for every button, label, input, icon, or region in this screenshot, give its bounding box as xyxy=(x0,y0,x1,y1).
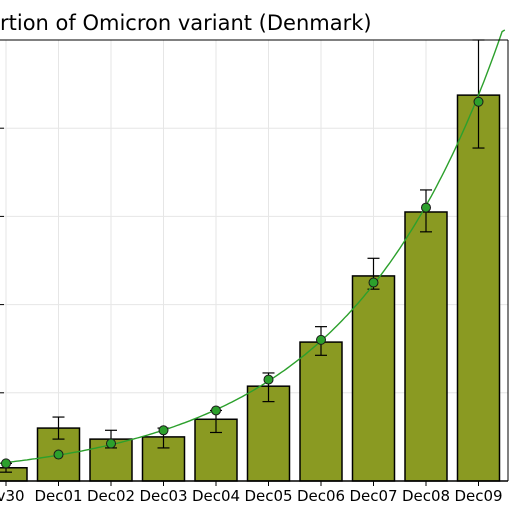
bar xyxy=(0,467,28,482)
x-tick-label: ov30 xyxy=(0,487,25,505)
data-point xyxy=(473,96,484,107)
data-point xyxy=(263,374,274,385)
bar xyxy=(456,94,501,482)
axes xyxy=(0,39,509,486)
data-point xyxy=(158,425,169,436)
data-point xyxy=(316,334,326,345)
bar xyxy=(404,211,448,482)
bars xyxy=(0,94,501,482)
x-tick-label: Dec04 xyxy=(192,487,240,505)
data-point xyxy=(421,202,431,213)
chart-title: rtion of Omicron variant (Denmark) xyxy=(0,11,372,35)
data-point xyxy=(53,449,64,460)
data-point xyxy=(106,438,116,449)
bar xyxy=(299,341,343,482)
x-tick-label: Dec03 xyxy=(139,487,187,505)
x-tick-label: Dec02 xyxy=(87,487,135,505)
data-point xyxy=(211,405,221,416)
data-point xyxy=(368,277,379,288)
data-point xyxy=(1,458,11,469)
x-tick-label: Dec09 xyxy=(454,487,502,505)
x-tick-label: Dec01 xyxy=(34,487,82,505)
fit-line xyxy=(0,29,506,464)
x-tick-label: Dec08 xyxy=(402,487,450,505)
x-tick-label: Dec05 xyxy=(244,487,292,505)
points xyxy=(1,96,484,469)
bar xyxy=(351,275,396,482)
fit-curve xyxy=(0,29,506,464)
x-tick-label: Dec06 xyxy=(297,487,345,505)
x-tick-label: Dec07 xyxy=(349,487,397,505)
